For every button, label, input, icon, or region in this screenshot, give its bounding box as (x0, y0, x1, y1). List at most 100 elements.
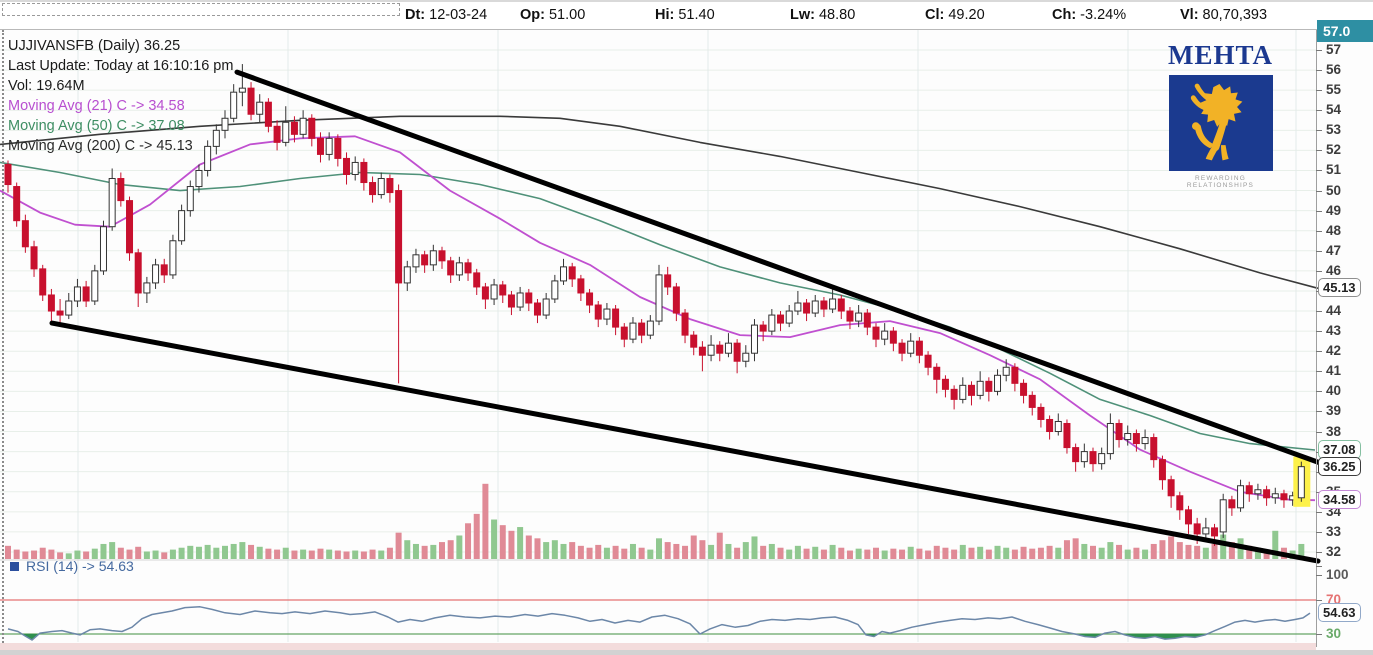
volume-bar (586, 547, 593, 559)
volume-bar (1263, 549, 1270, 559)
price-tick-47-dash (1316, 250, 1322, 252)
candle-bearish (577, 278, 585, 294)
price-tick-50-dash (1316, 190, 1322, 192)
volume-bar (647, 549, 654, 559)
volume-bar (664, 542, 671, 559)
volume-bar (716, 532, 723, 559)
price-tick-53-dash (1316, 130, 1322, 132)
candle-bullish (178, 210, 186, 242)
volume-bar (638, 547, 645, 559)
price-tick-42: 42 (1326, 343, 1342, 359)
volume-bar (985, 549, 992, 559)
candle-bullish (785, 310, 793, 324)
candle-bearish (13, 186, 21, 222)
candle-bearish (698, 346, 706, 356)
candle-bullish (91, 270, 99, 302)
volume-bar (786, 549, 793, 559)
candle-bullish (230, 91, 238, 119)
chart-legend: UJJIVANSFB (Daily) 36.25 Last Update: To… (8, 36, 233, 156)
volume-bar (404, 540, 411, 559)
candle-bearish (1063, 422, 1071, 449)
volume-bar (126, 549, 133, 559)
candle-bearish (438, 250, 446, 262)
logo-tagline: REWARDING RELATIONSHIPS (1186, 175, 1255, 189)
price-tick-56: 56 (1326, 62, 1342, 78)
candle-bearish (82, 286, 90, 302)
candle-bearish (733, 342, 741, 362)
volume-bar (569, 542, 576, 559)
candle-bearish (1228, 499, 1236, 509)
volume-bar (265, 548, 272, 559)
candle-bullish (811, 300, 819, 314)
volume-bar (1142, 549, 1149, 559)
candle-bullish (152, 264, 160, 284)
candle-bearish (638, 322, 646, 336)
candle-bearish (47, 294, 55, 312)
candle-bearish (933, 366, 941, 380)
candle-bullish (1202, 527, 1210, 535)
volume-bar (820, 549, 827, 559)
header-field-vl: Vl: 80,70,393 (1180, 7, 1268, 23)
price-label-36.25: 36.25 (1318, 456, 1361, 476)
last-update-text: Last Update: Today at 16:10:16 pm (8, 58, 234, 74)
price-label-45.13: 45.13 (1318, 278, 1361, 298)
volume-bar (994, 545, 1001, 559)
volume-bar (1037, 547, 1044, 559)
price-tick-32: 32 (1326, 544, 1342, 559)
candle-bullish (1141, 437, 1149, 445)
volume-bar (1159, 540, 1166, 559)
volume-bar (968, 547, 975, 559)
candle-bearish (1184, 509, 1192, 525)
lion-icon (1190, 83, 1242, 161)
volume-bar (708, 544, 715, 559)
volume-bar (517, 527, 524, 559)
price-tick-53: 53 (1326, 122, 1342, 138)
volume-bar (873, 547, 879, 559)
price-tick-55: 55 (1326, 82, 1342, 98)
candle-bearish (820, 300, 828, 310)
candle-bearish (316, 137, 324, 155)
price-tick-50: 50 (1326, 182, 1342, 198)
rsi-tick-100: 100 (1326, 566, 1349, 582)
price-tick-44-dash (1316, 311, 1322, 313)
volume-bar (890, 548, 897, 559)
candle-bearish (290, 121, 298, 135)
price-tick-49: 49 (1326, 202, 1342, 218)
candle-bullish (169, 240, 177, 276)
volume-bar (846, 550, 853, 559)
candle-bullish (1254, 489, 1262, 495)
candle-bearish (967, 384, 975, 396)
ma200-legend: Moving Avg (200) C -> 45.13 (8, 138, 193, 154)
volume-bar (1090, 545, 1096, 559)
rsi-tick-30: 30 (1326, 626, 1342, 641)
volume-bar (734, 547, 741, 559)
rsi-oversold-fill (8, 634, 1310, 640)
ma21-legend: Moving Avg (21) C -> 34.58 (8, 98, 185, 114)
volume-bar (308, 550, 315, 559)
candle-bearish (924, 354, 932, 368)
candle-bearish (950, 388, 958, 400)
volume-bar (690, 535, 697, 559)
candle-bearish (863, 312, 871, 328)
candle-bearish (360, 161, 368, 184)
volume-bar (421, 545, 428, 559)
candle-bearish (1028, 394, 1036, 408)
candle-bearish (247, 87, 255, 115)
candle-bullish (742, 352, 750, 362)
candle-bullish (959, 384, 967, 400)
price-tick-46: 46 (1326, 262, 1342, 278)
volume-bar (951, 549, 958, 559)
volume-bar (465, 523, 472, 559)
candle-bullish (1080, 451, 1088, 463)
candle-bearish (4, 163, 12, 186)
volume-bar (794, 545, 801, 559)
candle-bearish (1115, 422, 1123, 441)
candle-bearish (1046, 418, 1054, 433)
volume-bar (1046, 545, 1053, 559)
rsi-legend-text: RSI (14) -> 54.63 (26, 558, 134, 574)
volume-bar (577, 545, 584, 559)
volume-bar (560, 543, 567, 559)
candle-bullish (282, 121, 290, 143)
volume-bar (447, 540, 454, 559)
